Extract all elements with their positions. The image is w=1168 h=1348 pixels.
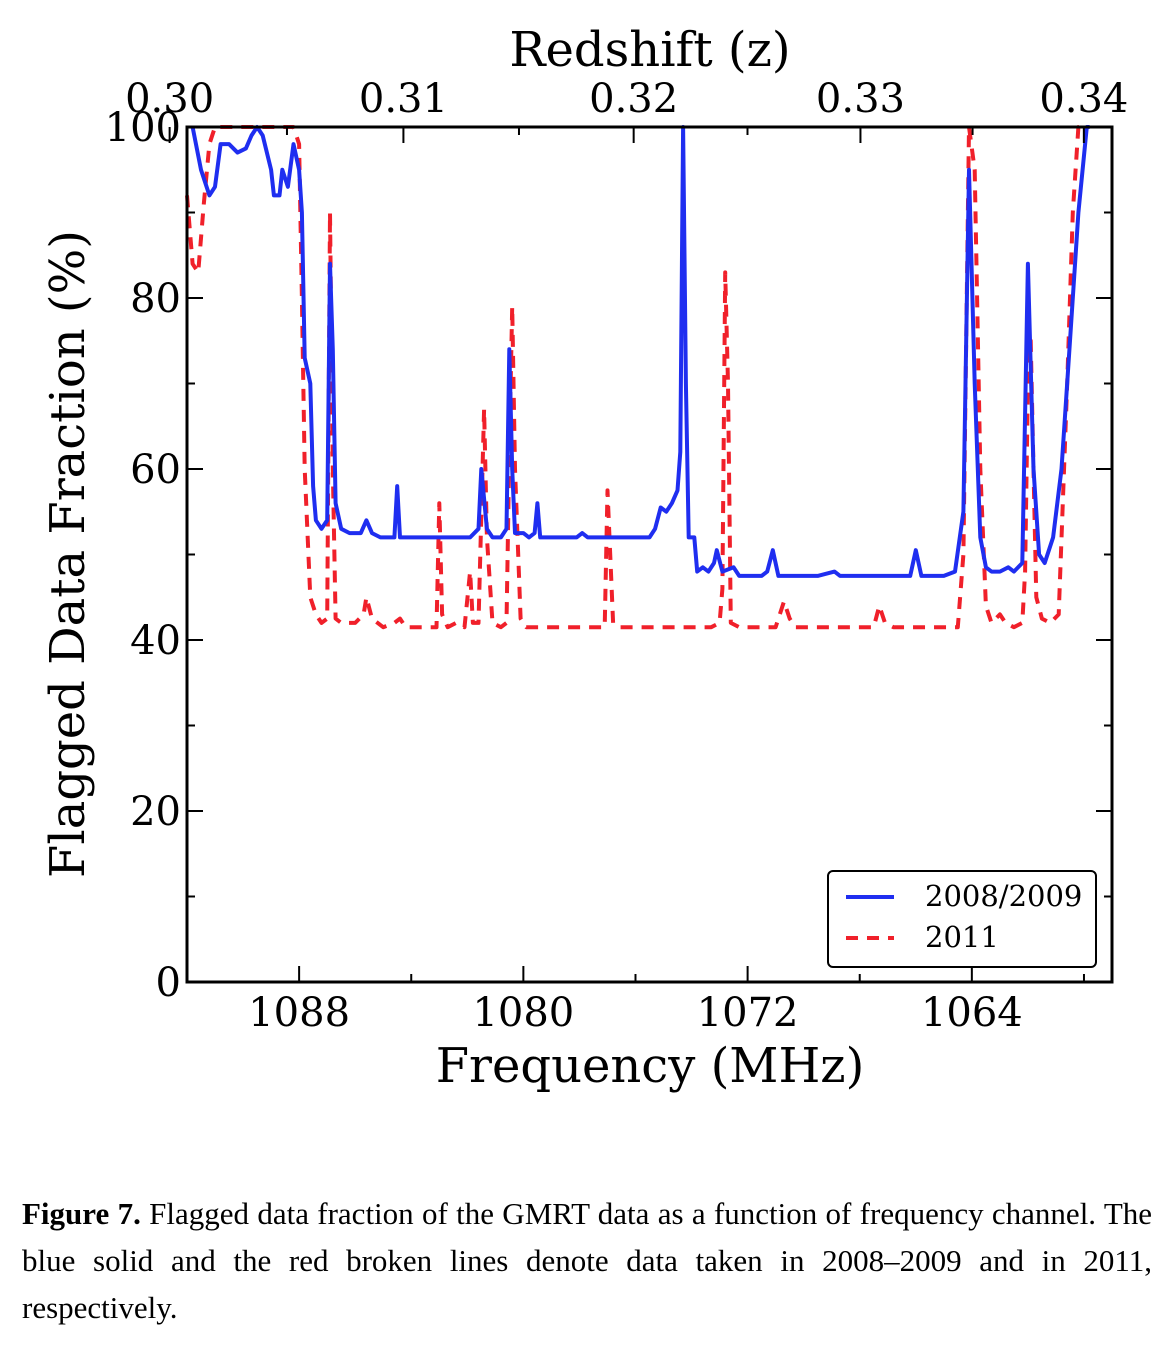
x-tick-label: 1088 bbox=[248, 990, 350, 1036]
y-tick-label: 40 bbox=[130, 618, 181, 664]
y-tick-label: 20 bbox=[130, 789, 181, 835]
y-tick-label: 80 bbox=[130, 276, 181, 322]
y-axis-label: Flagged Data Fraction (%) bbox=[40, 230, 96, 878]
legend-label-2011: 2011 bbox=[925, 920, 999, 954]
y-tick-label: 100 bbox=[105, 105, 181, 151]
top-tick-label: 0.31 bbox=[359, 76, 448, 122]
series-line-2011 bbox=[185, 125, 1087, 630]
legend-label-2008-2009: 2008/2009 bbox=[925, 879, 1082, 913]
plot-area bbox=[185, 125, 1090, 630]
top-tick-label: 0.33 bbox=[816, 76, 905, 122]
x-tick-label: 1064 bbox=[921, 990, 1023, 1036]
caption-text: Flagged data fraction of the GMRT data a… bbox=[22, 1196, 1153, 1325]
axes: 0 20 40 60 80 100 1088 1080 1072 1064 0.30 0.31 0.32… bbox=[105, 76, 1129, 1036]
series-line-2008-2009 bbox=[190, 125, 1090, 578]
top-tick-label: 0.32 bbox=[589, 76, 678, 122]
x-axis-label: Frequency (MHz) bbox=[436, 1038, 865, 1094]
top-axis-label: Redshift (z) bbox=[509, 22, 790, 78]
chart-figure: 0 20 40 60 80 100 1088 1080 1072 1064 0.30 0.31 0.32… bbox=[40, 22, 1129, 1094]
caption-label: Figure 7. bbox=[22, 1196, 141, 1231]
x-tick-label: 1080 bbox=[472, 990, 574, 1036]
legend-box bbox=[827, 870, 1097, 968]
figure-caption: Figure 7. Flagged data fraction of the G… bbox=[22, 1190, 1152, 1331]
top-tick-label: 0.34 bbox=[1039, 76, 1128, 122]
y-tick-label: 0 bbox=[156, 960, 181, 1006]
top-tick-label: 0.30 bbox=[125, 76, 214, 122]
x-tick-label: 1072 bbox=[697, 990, 799, 1036]
y-tick-label: 60 bbox=[130, 447, 181, 493]
legend: 2008/2009 2011 bbox=[827, 870, 1097, 968]
